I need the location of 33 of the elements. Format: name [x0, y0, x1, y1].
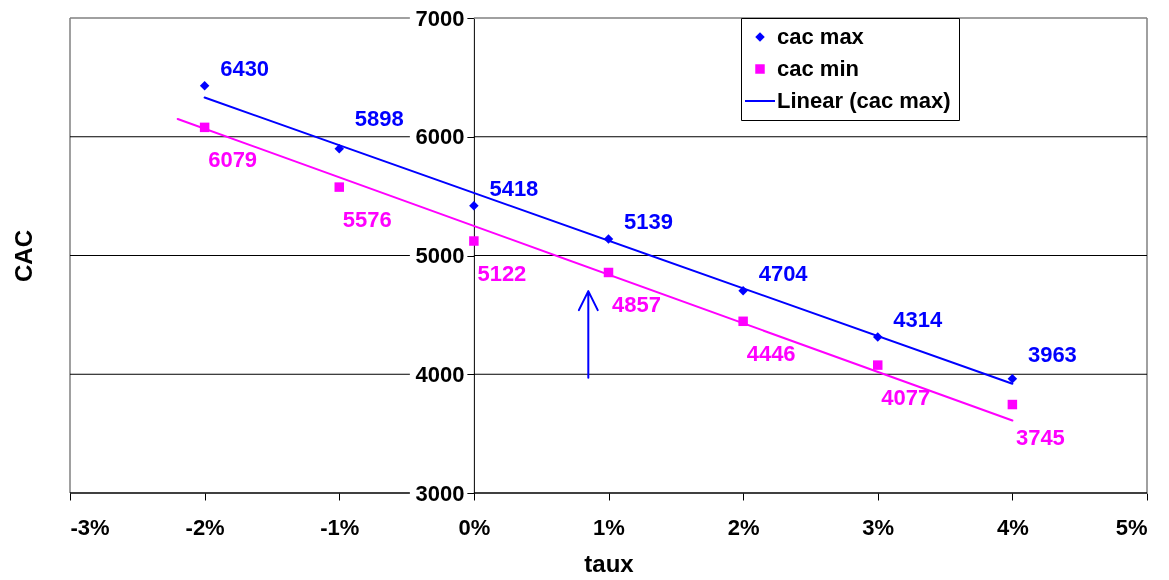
data-label: 3745: [1015, 424, 1065, 450]
y-tick-label: 5000: [415, 243, 465, 268]
y-tick-label: 4000: [415, 361, 465, 387]
data-label: 6430: [220, 55, 270, 81]
x-tick-label: -3%: [70, 514, 110, 540]
data-label: 5122: [477, 261, 527, 287]
x-tick-label: 4%: [996, 514, 1029, 540]
x-tick-label: -2%: [185, 514, 225, 540]
x-tick-label: 1%: [593, 514, 625, 540]
data-label: 4314: [893, 306, 943, 332]
y-tick-label: 3000: [415, 480, 465, 506]
data-label: 5418: [489, 175, 539, 201]
legend-label: cac max: [777, 24, 865, 49]
data-label: 5139: [624, 208, 673, 234]
x-tick-label: 2%: [727, 514, 760, 540]
data-label: 4446: [746, 341, 796, 367]
data-label: 4704: [758, 260, 809, 286]
x-tick-label: 5%: [1115, 514, 1148, 540]
data-label: 5898: [354, 105, 404, 131]
legend-label: Linear (cac max): [777, 88, 951, 113]
y-axis-title: CAC: [9, 230, 37, 282]
x-axis-title: taux: [584, 549, 635, 577]
y-tick-label: 7000: [415, 5, 465, 31]
x-tick-label: 0%: [458, 514, 491, 540]
data-label: 3963: [1027, 341, 1077, 367]
y-tick-label: 6000: [415, 124, 465, 150]
data-label: 4857: [612, 292, 661, 318]
data-label: 6079: [208, 147, 258, 173]
data-label: 5576: [342, 207, 392, 233]
x-tick-label: 3%: [862, 514, 895, 540]
x-tick-label: -1%: [320, 514, 360, 540]
data-label: 4077: [881, 385, 931, 411]
legend-label: cac min: [777, 56, 859, 81]
